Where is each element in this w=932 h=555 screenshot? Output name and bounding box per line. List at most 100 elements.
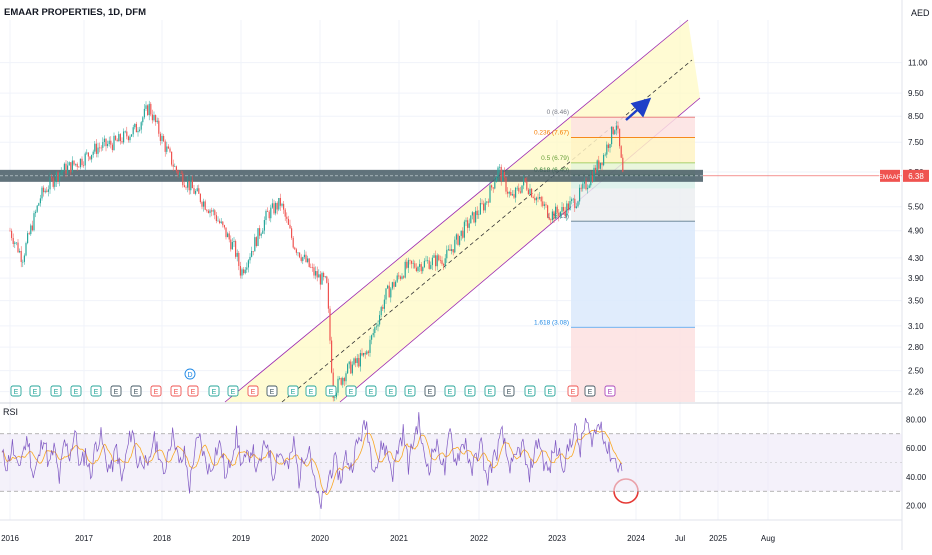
candle-body-328 — [534, 198, 536, 201]
candle-body-215 — [353, 358, 355, 365]
candle-body-43 — [78, 166, 80, 168]
candle-body-111 — [187, 181, 189, 188]
earnings-marker-5: E — [114, 389, 119, 396]
candle-body-245 — [401, 276, 403, 279]
earnings-marker-box-24 — [484, 385, 496, 397]
candle-body-247 — [404, 261, 406, 278]
candle-body-350 — [569, 201, 571, 211]
candle-body-38 — [70, 162, 72, 173]
candle-body-188 — [310, 266, 312, 268]
candle-body-60 — [105, 138, 107, 147]
candle-body-146 — [243, 269, 245, 274]
price-axis[interactable]: 11.009.508.507.506.505.504.904.303.903.5… — [878, 59, 929, 397]
candle-body-93 — [158, 120, 160, 134]
rsi-line — [1, 412, 623, 509]
earnings-marker-16: E — [329, 389, 334, 396]
candle-body-351 — [571, 199, 573, 202]
currency-label: AED — [911, 8, 930, 18]
candle-body-200 — [329, 308, 331, 341]
last-price-name-bg — [880, 169, 900, 182]
rsi-axis[interactable]: 80.00 60.00 40.00 20.00 — [906, 415, 927, 510]
candle-body-223 — [366, 351, 368, 355]
candle-body-42 — [76, 163, 78, 167]
candle-body-78 — [134, 123, 136, 128]
candle-body-3 — [14, 242, 16, 244]
candle-body-67 — [116, 139, 118, 142]
earnings-marker-box-1 — [29, 385, 41, 397]
candle-body-282 — [460, 230, 462, 236]
candle-body-17 — [36, 205, 38, 212]
candle-body-73 — [126, 131, 128, 137]
candle-body-264 — [431, 257, 433, 266]
price-tick-8: 3.90 — [908, 274, 924, 283]
earnings-marker-box-23 — [464, 385, 476, 397]
candle-body-375 — [609, 144, 611, 148]
earnings-marker-15: E — [309, 389, 314, 396]
candle-body-217 — [356, 358, 358, 363]
earnings-marker-23: E — [468, 389, 473, 396]
time-axis[interactable]: 2016 2017 2018 2019 2020 2021 2022 2023 2024 Jul 2… — [0, 519, 902, 543]
candle-body-64 — [111, 144, 113, 151]
candle-body-274 — [447, 249, 449, 250]
candle-body-302 — [492, 187, 494, 189]
candle-body-212 — [348, 361, 350, 365]
channel-fill — [225, 20, 700, 402]
candle-body-16 — [35, 211, 37, 214]
candle-body-341 — [555, 206, 557, 219]
candle-body-66 — [115, 135, 117, 140]
dividend-marker: D — [187, 372, 192, 379]
candle-body-368 — [598, 160, 600, 169]
earnings-marker-box-4 — [90, 385, 102, 397]
candle-body-52 — [92, 151, 94, 155]
candle-body-360 — [585, 180, 587, 190]
candle-body-160 — [265, 210, 267, 221]
candle-body-252 — [412, 263, 414, 264]
candle-body-211 — [347, 364, 349, 374]
earnings-marker-box-16 — [325, 385, 337, 397]
candle-body-220 — [361, 353, 363, 356]
candle-body-281 — [459, 235, 461, 245]
candle-body-190 — [313, 267, 315, 276]
candle-body-71 — [123, 131, 125, 143]
earnings-marker-box-21 — [424, 385, 436, 397]
candle-body-280 — [457, 234, 459, 245]
candle-body-85 — [145, 105, 147, 109]
candle-body-224 — [367, 351, 369, 353]
candle-body-26 — [51, 177, 53, 179]
candle-body-181 — [299, 252, 301, 258]
candle-body-159 — [263, 220, 265, 231]
candle-body-90 — [153, 115, 155, 121]
candle-body-196 — [323, 272, 325, 278]
candle-body-205 — [337, 378, 339, 393]
candle-body-219 — [359, 353, 361, 367]
time-tick-3: 2019 — [232, 534, 250, 543]
candle-body-260 — [425, 260, 427, 262]
candle-body-226 — [371, 335, 373, 340]
candle-body-309 — [503, 171, 505, 178]
candle-body-157 — [260, 233, 262, 236]
candle-body-134 — [223, 225, 225, 228]
fib-zone-0 — [571, 117, 695, 138]
candle-body-344 — [559, 211, 561, 217]
candle-body-201 — [331, 340, 333, 373]
candle-body-180 — [297, 252, 299, 254]
candle-body-227 — [372, 333, 374, 336]
candle-body-118 — [198, 188, 200, 194]
candle-body-374 — [607, 144, 609, 148]
candle-body-207 — [340, 378, 342, 385]
candle-body-353 — [574, 198, 576, 209]
candle-body-170 — [281, 203, 283, 206]
candle-body-53 — [94, 143, 96, 152]
earnings-marker-1: E — [33, 389, 38, 396]
candle-body-203 — [334, 397, 336, 398]
last-price-name: EMAAR — [878, 174, 901, 181]
candle-body-273 — [446, 249, 448, 259]
candle-body-214 — [351, 364, 353, 374]
candle-body-149 — [247, 260, 249, 268]
candle-body-1 — [11, 230, 13, 239]
candle-body-91 — [155, 115, 157, 123]
candle-body-229 — [375, 326, 377, 328]
candle-body-292 — [476, 210, 478, 216]
